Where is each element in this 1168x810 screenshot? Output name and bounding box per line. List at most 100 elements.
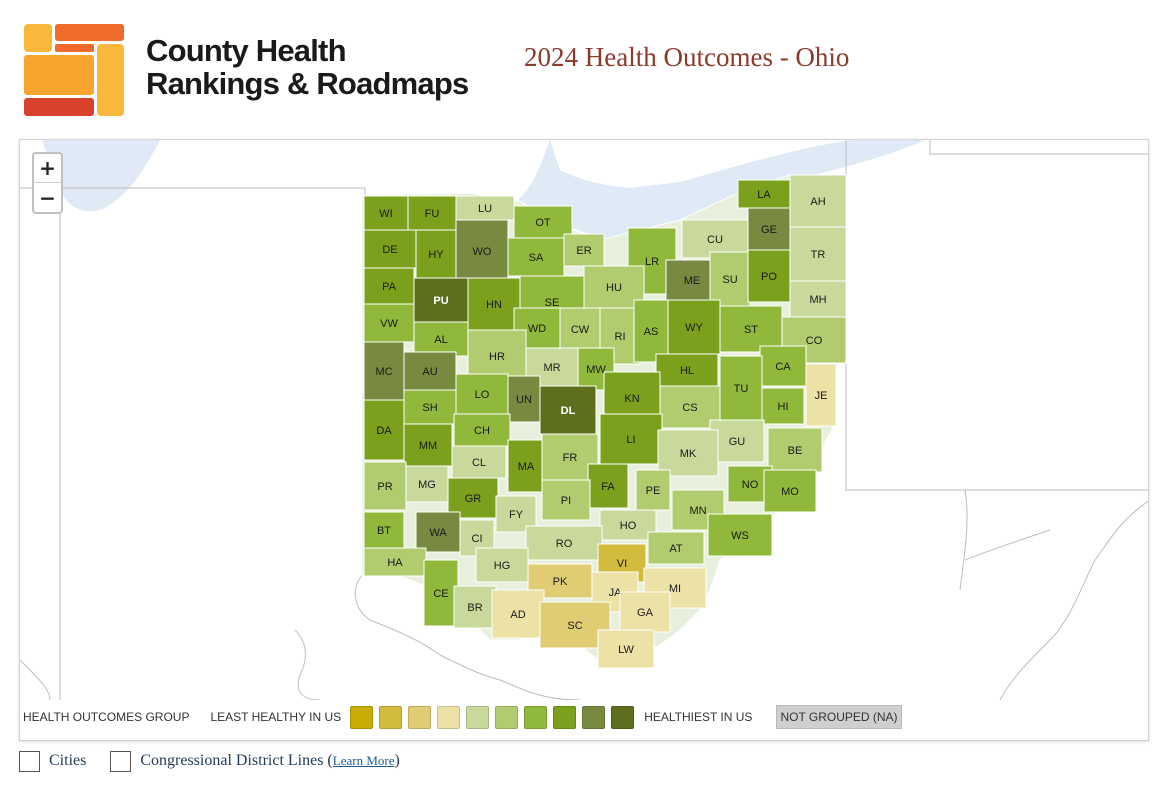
county-po[interactable]: PO	[747, 249, 791, 303]
county-shape-vw[interactable]	[363, 303, 415, 343]
county-shape-li[interactable]	[599, 413, 663, 465]
county-shape-sa[interactable]	[507, 237, 565, 277]
county-shape-da[interactable]	[363, 399, 405, 461]
county-hr[interactable]: HR	[467, 329, 527, 383]
legend-not-grouped-badge[interactable]: NOT GROUPED (NA)	[776, 705, 902, 729]
county-shape-hi[interactable]	[761, 387, 805, 425]
county-sh[interactable]: SH	[403, 389, 457, 425]
county-pa[interactable]: PA	[363, 267, 415, 305]
county-hn[interactable]: HN	[467, 277, 521, 331]
county-shape-at[interactable]	[647, 531, 705, 565]
county-shape-ro[interactable]	[525, 525, 603, 561]
county-shape-mh[interactable]	[789, 280, 847, 318]
county-pi[interactable]: PI	[541, 479, 591, 521]
county-ca[interactable]: CA	[759, 345, 807, 387]
county-ws[interactable]: WS	[707, 513, 773, 557]
county-ge[interactable]: GE	[747, 207, 791, 251]
county-shape-dl[interactable]	[539, 385, 597, 435]
county-da[interactable]: DA	[363, 399, 405, 461]
county-shape-pe[interactable]	[635, 469, 671, 511]
county-ga[interactable]: GA	[619, 591, 671, 633]
legend-swatch-1[interactable]	[350, 705, 374, 729]
county-shape-mc[interactable]	[363, 341, 405, 401]
county-fa[interactable]: FA	[587, 463, 629, 509]
county-shape-ho[interactable]	[599, 509, 657, 541]
county-ro[interactable]: RO	[525, 525, 603, 561]
county-tu[interactable]: TU	[719, 355, 763, 421]
county-shape-fa[interactable]	[587, 463, 629, 509]
county-cw[interactable]: CW	[559, 307, 601, 351]
county-shape-lw[interactable]	[597, 629, 655, 669]
county-be[interactable]: BE	[767, 427, 823, 473]
county-ad[interactable]: AD	[491, 589, 545, 639]
county-shape-la[interactable]	[737, 179, 791, 209]
counties-layer[interactable]: WI FU LU OT AH LA GE CU DE HY WO SA ER LR ME SU PO TR PA PU…	[363, 174, 847, 669]
county-shape-tr[interactable]	[789, 226, 847, 282]
county-ho[interactable]: HO	[599, 509, 657, 541]
county-mh[interactable]: MH	[789, 280, 847, 318]
county-pe[interactable]: PE	[635, 469, 671, 511]
county-at[interactable]: AT	[647, 531, 705, 565]
county-al[interactable]: AL	[413, 321, 469, 357]
cities-checkbox[interactable]	[19, 750, 40, 772]
county-fu[interactable]: FU	[407, 195, 457, 231]
county-shape-gu[interactable]	[709, 419, 765, 463]
county-wy[interactable]: WY	[667, 299, 721, 355]
legend-swatch-3[interactable]	[408, 705, 432, 729]
county-dl[interactable]: DL	[539, 385, 597, 435]
county-shape-pi[interactable]	[541, 479, 591, 521]
legend-swatch-8[interactable]	[553, 705, 577, 729]
county-vw[interactable]: VW	[363, 303, 415, 343]
county-un[interactable]: UN	[507, 375, 541, 423]
county-shape-bt[interactable]	[363, 511, 405, 549]
county-br[interactable]: BR	[453, 585, 497, 629]
logo-wordmark[interactable]: County Health Rankings & Roadmaps	[146, 34, 469, 100]
county-shape-hu[interactable]	[583, 265, 645, 309]
legend-swatch-9[interactable]	[582, 705, 606, 729]
legend-swatch-7[interactable]	[524, 705, 548, 729]
county-shape-mg[interactable]	[405, 465, 449, 503]
county-pu[interactable]: PU	[413, 277, 469, 323]
county-shape-wi[interactable]	[363, 195, 409, 231]
county-hl[interactable]: HL	[655, 353, 719, 387]
county-wo[interactable]: WO	[455, 219, 509, 283]
county-shape-hr[interactable]	[467, 329, 527, 383]
county-ma[interactable]: MA	[507, 439, 545, 493]
county-tr[interactable]: TR	[789, 226, 847, 282]
county-st[interactable]: ST	[719, 305, 783, 353]
districts-checkbox[interactable]	[110, 750, 132, 772]
county-shape-hl[interactable]	[655, 353, 719, 387]
county-shape-br[interactable]	[453, 585, 497, 629]
county-shape-cl[interactable]	[451, 445, 507, 479]
county-wi[interactable]: WI	[363, 195, 409, 231]
legend-swatch-5[interactable]	[466, 705, 490, 729]
county-hu[interactable]: HU	[583, 265, 645, 309]
county-lu[interactable]: LU	[455, 195, 515, 221]
county-shape-st[interactable]	[719, 305, 783, 353]
county-la[interactable]: LA	[737, 179, 791, 209]
county-shape-mm[interactable]	[403, 423, 453, 467]
county-gu[interactable]: GU	[709, 419, 765, 463]
county-mc[interactable]: MC	[363, 341, 405, 401]
legend-swatch-2[interactable]	[379, 705, 403, 729]
county-hi[interactable]: HI	[761, 387, 805, 425]
county-er[interactable]: ER	[563, 233, 605, 267]
legend-swatch-10[interactable]	[611, 705, 635, 729]
county-shape-hy[interactable]	[415, 229, 457, 279]
county-shape-ah[interactable]	[789, 174, 847, 228]
county-shape-ri[interactable]	[599, 307, 641, 365]
county-shape-pr[interactable]	[363, 461, 407, 511]
county-mo[interactable]: MO	[763, 469, 817, 513]
county-ri[interactable]: RI	[599, 307, 641, 365]
districts-label[interactable]: Congressional District Lines (Learn More…	[140, 752, 399, 770]
county-ch[interactable]: CH	[453, 413, 511, 447]
county-ah[interactable]: AH	[789, 174, 847, 228]
county-hy[interactable]: HY	[415, 229, 457, 279]
county-mg[interactable]: MG	[405, 465, 449, 503]
county-shape-wo[interactable]	[455, 219, 509, 283]
learn-more-link[interactable]: Learn More	[332, 753, 395, 768]
county-shape-mk[interactable]	[657, 429, 719, 477]
county-mk[interactable]: MK	[657, 429, 719, 477]
county-bt[interactable]: BT	[363, 511, 405, 549]
county-mm[interactable]: MM	[403, 423, 453, 467]
